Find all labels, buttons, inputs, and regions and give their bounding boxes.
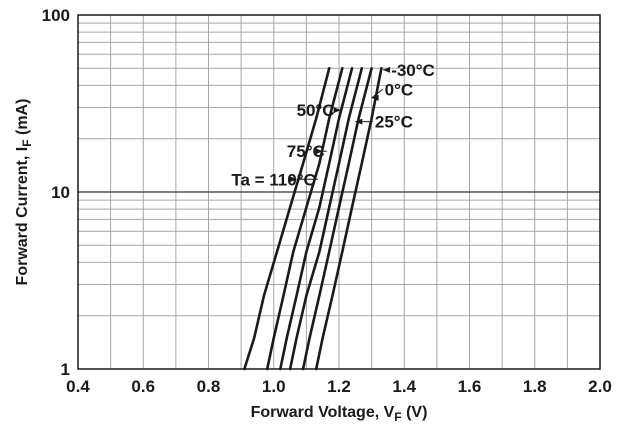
x-tick-label: 0.4	[66, 377, 90, 396]
series-line	[265, 67, 344, 371]
x-tick-label: 1.2	[327, 377, 351, 396]
annotation-arrowhead	[383, 66, 391, 73]
annotations: -30°C0°C 25°C 50°C 75°C Ta = 110°C	[231, 61, 435, 189]
plot-frame	[77, 14, 601, 370]
annotation-label: -30°C	[391, 61, 435, 80]
annotation-arrowhead	[289, 176, 297, 183]
x-tick-label: 2.0	[588, 377, 612, 396]
annotation-label: 75°C	[287, 142, 325, 161]
x-axis-title: Forward Voltage, VF (V)	[251, 404, 428, 424]
annotation-label: 50°C	[297, 101, 335, 120]
series-line	[301, 67, 373, 371]
annotation-arrowhead	[355, 118, 363, 125]
series-line	[288, 67, 364, 371]
annotation-label: Ta = 110°C	[231, 170, 315, 189]
x-tick-label: 1.6	[458, 377, 482, 396]
series-line	[278, 67, 354, 371]
annotation-arrowhead	[333, 107, 341, 114]
x-tick-label: 0.6	[131, 377, 155, 396]
y-axis-title: Forward Current, IF (mA)	[14, 99, 34, 286]
y-tick-label: 100	[42, 6, 70, 25]
x-tick-label: 1.4	[392, 377, 416, 396]
x-tick-label: 1.0	[262, 377, 286, 396]
x-tick-label: 0.8	[197, 377, 221, 396]
grid-lines	[78, 15, 600, 369]
series-line	[314, 67, 383, 371]
annotation-label: 0°C	[385, 80, 414, 99]
annotation-arrowhead	[315, 148, 323, 155]
series-group	[243, 67, 383, 371]
x-tick-label: 1.8	[523, 377, 547, 396]
annotation-arrow-line	[371, 88, 383, 99]
series-line	[243, 67, 331, 371]
y-tick-label: 10	[51, 183, 70, 202]
y-tick-label: 1	[61, 360, 70, 379]
y-tick-labels: 1 10 100	[42, 6, 70, 379]
annotation-arrowhead	[371, 94, 379, 101]
annotation-label: 25°C	[375, 113, 413, 132]
x-tick-labels: 0.4 0.6 0.8 1.0 1.2 1.4 1.6 1.8 2.0	[66, 377, 612, 396]
